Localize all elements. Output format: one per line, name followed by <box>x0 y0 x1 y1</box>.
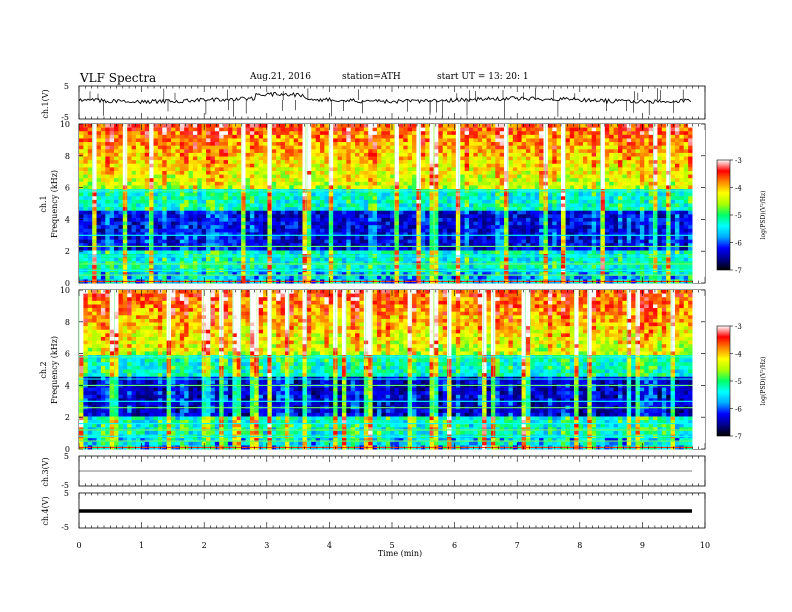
ch1-colorbar: -3 -4 -5 -6 -7 log(PSD)(V²/Hz) <box>716 157 767 275</box>
time-tick-label: 2 <box>202 541 207 550</box>
frequency-tick-label: 4 <box>65 381 70 390</box>
frequency-tick-label: 2 <box>65 247 70 256</box>
ch4-ytick-bottom: -5 <box>61 523 69 532</box>
x-axis-label: Time (min) <box>378 549 422 558</box>
ch4-ylabel: ch.4(V) <box>41 496 50 525</box>
time-tick-label: 1 <box>139 541 144 550</box>
ch1-spec-ylabel-frequency: Frequency (kHz) <box>50 170 59 238</box>
ch2-spectrogram <box>78 290 705 450</box>
ch4-ytick-top: 5 <box>64 489 69 498</box>
ch3-ytick-top: 5 <box>64 452 69 461</box>
time-tick-label: 5 <box>389 541 394 550</box>
time-tick-label: 10 <box>700 541 710 550</box>
ch2-frequency-ticks: 10 8 6 4 2 0 <box>60 286 705 454</box>
colorbar-gradient <box>716 159 731 271</box>
frequency-tick-label: 6 <box>65 184 70 193</box>
time-tick-label: 0 <box>76 541 81 550</box>
chart-title: VLF Spectra <box>80 71 157 85</box>
frequency-tick-label: 4 <box>65 215 70 224</box>
colorbar-gradient <box>716 325 731 437</box>
ch1-ytick-bottom: -5 <box>61 113 69 122</box>
colorbar-tick-label: -5 <box>735 378 742 386</box>
colorbar-tick-label: -6 <box>735 406 742 414</box>
colorbar-tick-label: -5 <box>735 212 742 220</box>
ch2-spec-ylabel-frequency: Frequency (kHz) <box>50 336 59 404</box>
ch1-spikes <box>89 88 684 118</box>
colorbar-tick-label: -3 <box>735 323 742 331</box>
colorbar-tick-label: -4 <box>735 185 742 193</box>
colorbar-tick-label: -6 <box>735 240 742 248</box>
frequency-tick-label: 2 <box>65 413 70 422</box>
ch1-ylabel: ch.1(V) <box>41 89 50 118</box>
ch1-waveform <box>78 91 692 105</box>
station-label: station=ATH <box>342 72 401 82</box>
ch2-colorbar: -3 -4 -5 -6 -7 log(PSD)(V²/Hz) <box>716 323 767 441</box>
colorbar-tick-label: -7 <box>735 267 742 275</box>
frequency-tick-label: 10 <box>60 120 70 129</box>
ch2-spec-ylabel-channel: ch.2 <box>39 361 48 378</box>
time-tick-label: 3 <box>264 541 269 550</box>
colorbar-tick-label: -7 <box>735 433 742 441</box>
colorbar-tick-label: -4 <box>735 351 742 359</box>
frequency-tick-label: 8 <box>65 152 70 161</box>
colorbar-label: log(PSD)(V²/Hz) <box>760 357 767 406</box>
frequency-tick-label: 10 <box>60 286 70 295</box>
time-tick-label: 4 <box>327 541 332 550</box>
ch1-spec-ylabel-channel: ch.1 <box>39 195 48 212</box>
ch1-ytick-top: 5 <box>64 82 69 91</box>
ch1-frequency-ticks: 10 8 6 4 2 0 <box>60 120 705 288</box>
frequency-tick-label: 0 <box>65 445 70 454</box>
colorbar-label: log(PSD)(V²/Hz) <box>760 191 767 240</box>
start-time-label: start UT = 13: 20: 1 <box>437 72 529 82</box>
time-tick-labels: 0 1 2 3 4 5 6 7 8 9 10 <box>76 541 710 550</box>
time-tick-marks <box>78 86 706 528</box>
time-tick-label: 7 <box>515 541 520 550</box>
ch3-ytick-bottom: -5 <box>61 481 69 490</box>
frequency-tick-label: 0 <box>65 279 70 288</box>
date-label: Aug.21, 2016 <box>250 72 311 82</box>
time-tick-label: 9 <box>640 541 645 550</box>
frequency-tick-label: 6 <box>65 350 70 359</box>
colorbar-tick-label: -3 <box>735 157 742 165</box>
time-tick-label: 8 <box>577 541 582 550</box>
time-tick-label: 6 <box>452 541 457 550</box>
ch1-spectrogram <box>79 124 705 284</box>
ch3-ylabel: ch.3(V) <box>41 457 50 486</box>
frequency-tick-label: 8 <box>65 318 70 327</box>
